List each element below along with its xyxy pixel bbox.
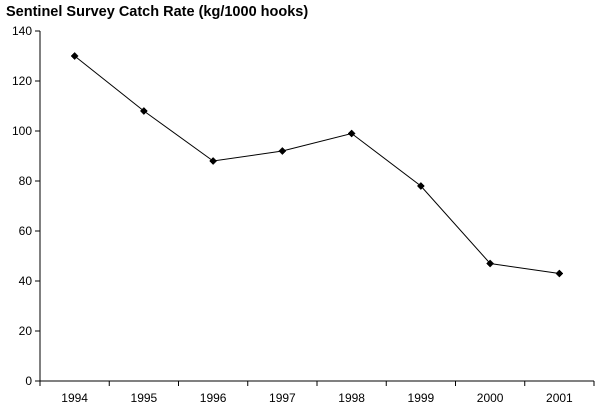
x-tick-label: 2000 — [477, 391, 504, 405]
y-tick-label: 20 — [19, 324, 33, 338]
data-point-marker — [347, 129, 356, 138]
x-tick-label: 1998 — [338, 391, 365, 405]
y-tick-label: 80 — [19, 174, 33, 188]
x-tick-label: 1997 — [269, 391, 296, 405]
y-axis: 0 20 40 60 80 100 120 140 — [12, 24, 41, 388]
x-tick-label: 1995 — [131, 391, 158, 405]
series-line — [74, 55, 560, 274]
y-tick-label: 100 — [12, 124, 32, 138]
data-point-marker — [209, 157, 218, 165]
data-point-marker — [416, 182, 425, 190]
data-series — [70, 52, 564, 278]
y-tick-label: 60 — [19, 224, 33, 238]
x-tick-label: 1994 — [61, 391, 88, 405]
y-tick-label: 40 — [19, 274, 33, 288]
data-point-marker — [486, 259, 495, 268]
data-point-marker — [278, 147, 287, 155]
x-tick-label: 1996 — [200, 391, 227, 405]
data-point-marker — [70, 52, 79, 60]
data-point-marker — [139, 107, 148, 115]
chart-title: Sentinel Survey Catch Rate (kg/1000 hook… — [6, 4, 309, 20]
x-tick-label: 1999 — [408, 391, 435, 405]
y-tick-label: 0 — [25, 374, 32, 388]
x-tick-label: 2001 — [546, 391, 573, 405]
data-point-marker — [555, 269, 564, 278]
x-axis: 1994 1995 1996 1997 1998 1999 2000 2001 — [39, 380, 595, 405]
y-tick-label: 140 — [12, 24, 32, 38]
y-tick-label: 120 — [12, 74, 32, 88]
